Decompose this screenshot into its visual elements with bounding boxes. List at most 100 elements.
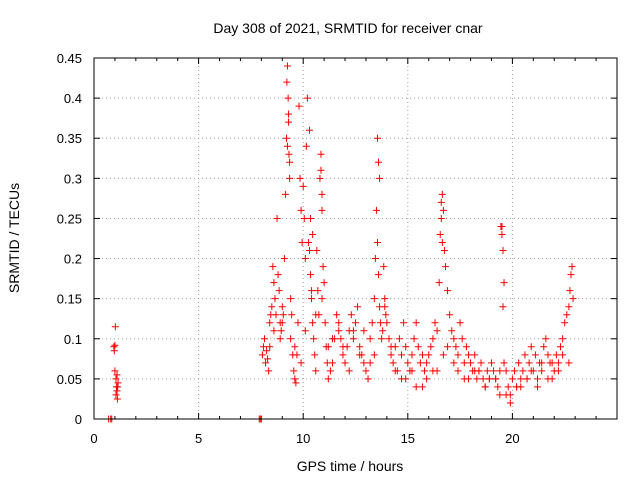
data-point xyxy=(450,335,458,343)
data-point xyxy=(429,335,437,343)
data-point xyxy=(347,311,355,319)
data-point xyxy=(321,319,329,327)
data-point xyxy=(454,367,462,375)
data-point xyxy=(557,343,565,351)
data-point xyxy=(412,319,420,327)
data-point xyxy=(498,230,506,238)
data-point xyxy=(335,319,343,327)
data-point xyxy=(439,206,447,214)
data-point xyxy=(398,351,406,359)
data-point xyxy=(534,383,542,391)
data-point xyxy=(113,371,121,379)
data-point xyxy=(284,62,292,70)
data-point xyxy=(375,271,383,279)
y-tick-label: 0.35 xyxy=(57,131,82,146)
data-point xyxy=(382,311,390,319)
data-point xyxy=(464,375,472,383)
data-point xyxy=(324,343,332,351)
data-point xyxy=(456,319,464,327)
data-point xyxy=(305,247,313,255)
data-point xyxy=(400,319,408,327)
data-point xyxy=(381,295,389,303)
data-point xyxy=(402,375,410,383)
data-point xyxy=(270,327,278,335)
data-point xyxy=(534,375,542,383)
data-point xyxy=(258,351,266,359)
y-tick-label: 0.45 xyxy=(57,51,82,66)
data-point xyxy=(284,94,292,102)
data-point xyxy=(305,126,313,134)
data-point xyxy=(502,367,510,375)
x-tick-labels: 0 5 10 15 20 xyxy=(90,431,519,446)
data-point xyxy=(540,343,548,351)
data-point xyxy=(291,375,299,383)
data-point xyxy=(385,335,393,343)
data-point xyxy=(281,190,289,198)
data-point xyxy=(276,319,284,327)
data-point xyxy=(286,174,294,182)
data-point xyxy=(297,206,305,214)
data-point xyxy=(317,166,325,174)
data-point xyxy=(548,359,556,367)
data-point xyxy=(328,335,336,343)
data-point xyxy=(349,335,357,343)
data-point xyxy=(113,395,121,403)
data-point xyxy=(266,319,274,327)
data-point xyxy=(387,351,395,359)
data-point xyxy=(500,279,508,287)
chart-title: Day 308 of 2021, SRMTID for receiver cna… xyxy=(213,20,483,36)
data-point xyxy=(517,375,525,383)
data-point xyxy=(500,359,508,367)
data-point xyxy=(499,247,507,255)
y-tick-label: 0.25 xyxy=(57,211,82,226)
data-points xyxy=(105,62,577,423)
data-point xyxy=(309,230,317,238)
data-point xyxy=(498,222,506,230)
data-point xyxy=(467,359,475,367)
data-point xyxy=(423,359,431,367)
data-point xyxy=(282,134,290,142)
data-point xyxy=(112,375,120,383)
data-point xyxy=(293,351,301,359)
data-point xyxy=(341,359,349,367)
data-point xyxy=(352,319,359,327)
data-point xyxy=(372,206,380,214)
data-point xyxy=(319,263,327,271)
data-point xyxy=(565,303,573,311)
data-point xyxy=(302,142,310,150)
data-point xyxy=(387,343,395,351)
data-point xyxy=(268,303,276,311)
axis-ticks xyxy=(93,57,617,420)
data-point xyxy=(288,311,296,319)
data-point xyxy=(494,383,502,391)
data-point xyxy=(485,375,493,383)
data-point xyxy=(510,367,518,375)
data-point xyxy=(111,323,119,331)
data-point xyxy=(458,335,466,343)
data-point xyxy=(554,367,562,375)
data-point xyxy=(554,359,562,367)
data-point xyxy=(373,239,381,247)
y-tick-label: 0.1 xyxy=(64,332,82,347)
data-point xyxy=(113,387,121,395)
data-point xyxy=(376,174,384,182)
data-point xyxy=(284,142,292,150)
plot-frame xyxy=(93,57,618,420)
data-point xyxy=(521,351,529,359)
data-point xyxy=(517,383,525,391)
data-point xyxy=(297,359,305,367)
data-point xyxy=(408,367,416,375)
y-axis-label: SRMTID / TECUs xyxy=(6,183,22,293)
data-point xyxy=(318,190,326,198)
data-point xyxy=(395,335,403,343)
data-point xyxy=(312,367,320,375)
data-point xyxy=(473,375,481,383)
data-point xyxy=(356,351,364,359)
data-point xyxy=(444,287,452,295)
data-point xyxy=(373,134,381,142)
data-point xyxy=(433,327,441,335)
data-point xyxy=(379,327,387,335)
data-point xyxy=(477,359,485,367)
data-point xyxy=(525,359,533,367)
data-point xyxy=(559,335,567,343)
